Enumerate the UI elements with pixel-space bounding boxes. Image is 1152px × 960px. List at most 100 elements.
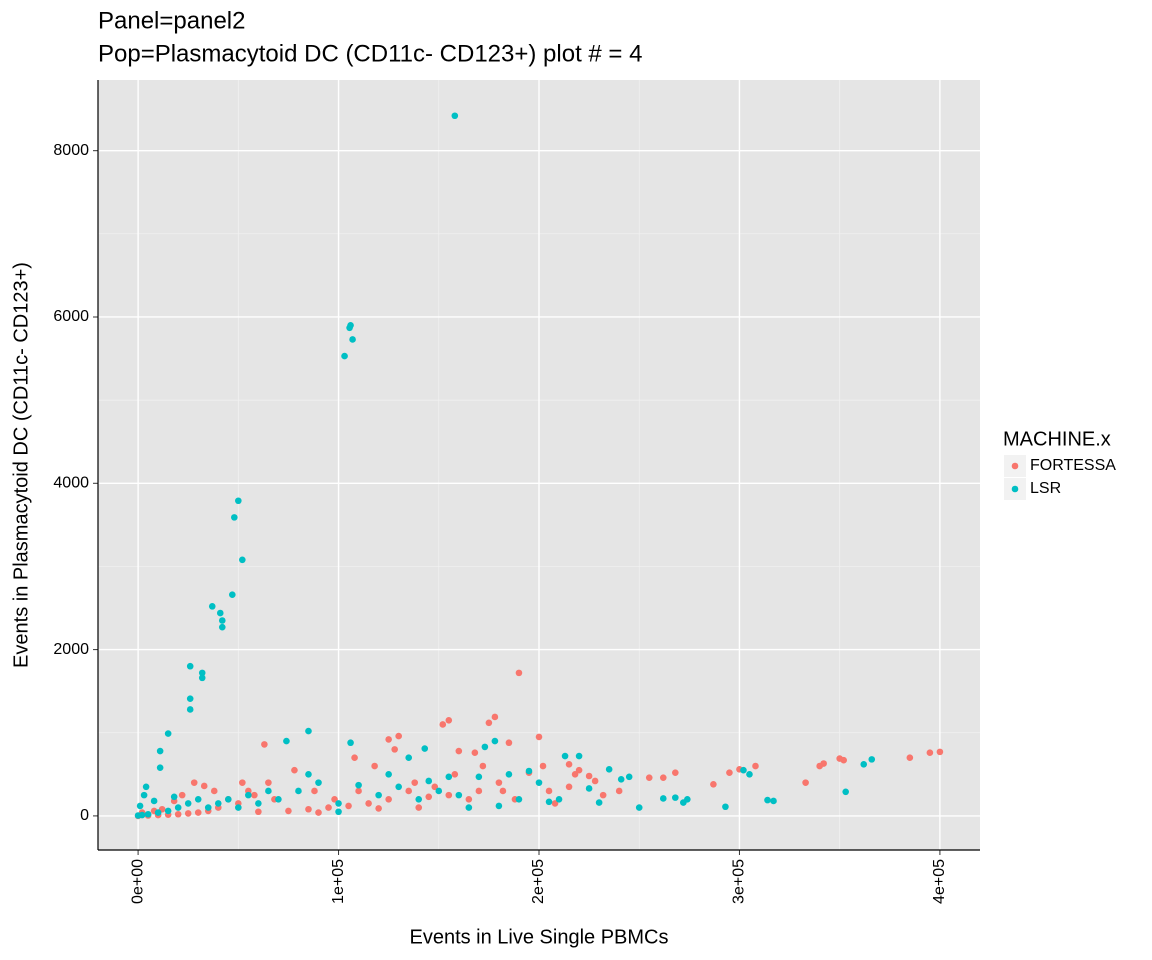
point: [605, 766, 613, 773]
point: [174, 804, 182, 811]
x-tick-label: 1e+05: [330, 859, 347, 904]
point: [860, 761, 868, 768]
x-tick-label: 2e+05: [530, 859, 547, 904]
point: [261, 741, 268, 748]
point: [465, 795, 473, 803]
point: [545, 787, 553, 795]
point: [471, 749, 479, 757]
point: [740, 766, 747, 774]
point: [349, 336, 356, 343]
point: [136, 802, 144, 810]
point: [535, 779, 543, 786]
point: [186, 695, 194, 702]
point: [229, 591, 236, 599]
point: [346, 324, 353, 332]
point: [216, 609, 224, 617]
point: [355, 787, 362, 795]
point: [305, 805, 312, 813]
point: [218, 617, 226, 624]
point: [154, 809, 162, 816]
point: [351, 754, 358, 761]
point: [150, 797, 158, 805]
point: [214, 800, 222, 807]
point: [355, 781, 362, 789]
point: [204, 804, 212, 811]
point: [365, 800, 372, 807]
point: [170, 793, 178, 801]
point: [265, 787, 272, 795]
point: [144, 810, 152, 818]
point: [475, 787, 483, 795]
point: [599, 791, 607, 799]
series: [134, 112, 876, 819]
point: [491, 713, 499, 721]
point: [285, 807, 292, 815]
point: [515, 669, 523, 677]
point: [341, 352, 348, 360]
point: [491, 737, 499, 745]
point: [421, 745, 429, 752]
point: [505, 771, 513, 778]
point: [325, 804, 332, 811]
point: [495, 779, 503, 786]
point: [371, 762, 378, 770]
point: [184, 810, 192, 817]
point: [820, 760, 827, 767]
point: [926, 749, 934, 757]
point: [615, 787, 623, 795]
point: [174, 810, 182, 818]
x-tick-label: 3e+05: [731, 859, 748, 904]
point: [625, 773, 633, 781]
legend-label: FORTESSA: [1030, 457, 1116, 474]
point: [251, 791, 258, 799]
point: [565, 761, 573, 768]
x-axis-label: Events in Live Single PBMCs: [409, 926, 668, 948]
y-tick-label: 8000: [53, 142, 89, 159]
point: [906, 754, 914, 761]
point: [585, 772, 593, 780]
point: [479, 762, 487, 770]
point: [239, 779, 246, 786]
point: [499, 787, 507, 795]
point: [431, 783, 439, 791]
point: [535, 733, 543, 741]
point: [561, 752, 569, 760]
point: [395, 732, 402, 740]
point: [255, 800, 262, 807]
point: [224, 795, 232, 803]
point: [134, 812, 142, 819]
point: [475, 773, 483, 781]
point: [415, 804, 423, 811]
point: [445, 773, 453, 781]
point: [385, 736, 392, 743]
point: [198, 669, 206, 677]
point: [840, 756, 847, 764]
point: [375, 805, 382, 812]
point: [455, 747, 463, 755]
point: [451, 771, 459, 778]
point: [375, 791, 382, 799]
point: [156, 747, 164, 755]
point: [425, 793, 433, 801]
point: [200, 782, 208, 790]
point: [752, 762, 759, 770]
point: [291, 766, 298, 774]
point: [770, 797, 777, 805]
point: [445, 716, 453, 724]
point: [184, 800, 192, 807]
point: [142, 783, 150, 791]
point: [802, 779, 809, 786]
point: [525, 767, 533, 775]
point: [595, 799, 603, 806]
point: [218, 623, 226, 631]
point: [345, 802, 352, 810]
point: [315, 779, 322, 786]
point: [311, 787, 318, 795]
point: [385, 795, 392, 803]
point: [235, 497, 242, 505]
point: [481, 743, 489, 751]
point: [672, 769, 679, 776]
point: [551, 800, 559, 807]
point: [231, 514, 238, 521]
